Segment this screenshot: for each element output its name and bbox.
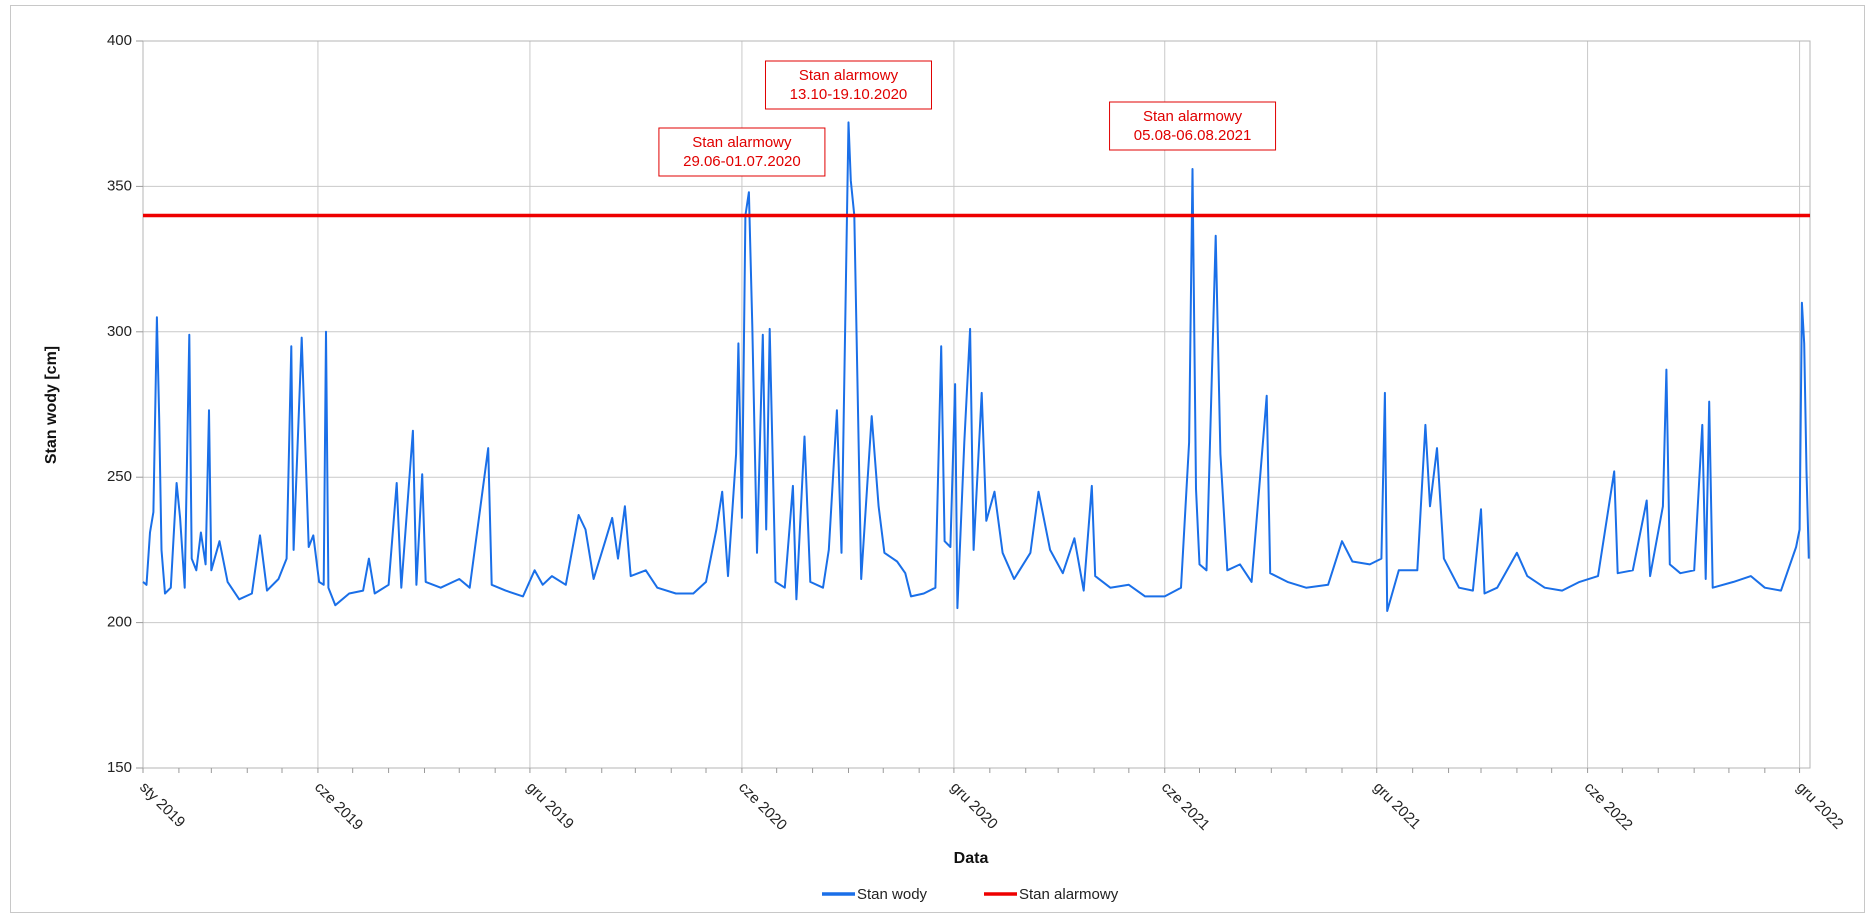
x-tick-label: gru 2020 bbox=[947, 779, 1001, 833]
y-tick-label: 350 bbox=[107, 177, 132, 194]
annotation-dates: 13.10-19.10.2020 bbox=[790, 86, 908, 103]
x-axis-ticks: sty 2019 cze 2019 gru 2019 cze 2020 gru 2020… bbox=[136, 768, 1846, 834]
x-tick-label: gru 2019 bbox=[523, 779, 577, 833]
y-tick-label: 300 bbox=[107, 323, 132, 340]
y-axis-ticks: 150 200 250 300 350 400 bbox=[107, 32, 143, 776]
x-tick-label: cze 2021 bbox=[1158, 779, 1213, 834]
x-tick-label: gru 2022 bbox=[1793, 779, 1847, 833]
x-tick-label: gru 2021 bbox=[1370, 779, 1424, 833]
plot-area-border bbox=[143, 41, 1810, 768]
legend-label: Stan alarmowy bbox=[1019, 886, 1119, 903]
legend: Stan wody Stan alarmowy bbox=[822, 886, 1119, 903]
annotation-dates: 05.08-06.08.2021 bbox=[1134, 127, 1252, 144]
annotation-title: Stan alarmowy bbox=[1143, 108, 1243, 125]
series-line-stan-wody bbox=[143, 122, 1809, 611]
y-axis-title: Stan wody [cm] bbox=[43, 346, 60, 464]
y-tick-label: 200 bbox=[107, 614, 132, 631]
annotation-dates: 29.06-01.07.2020 bbox=[683, 153, 801, 170]
series-lines bbox=[143, 122, 1810, 611]
y-tick-label: 250 bbox=[107, 468, 132, 485]
legend-label: Stan wody bbox=[857, 886, 928, 903]
y-tick-label: 150 bbox=[107, 759, 132, 776]
grid-lines bbox=[143, 41, 1810, 768]
y-tick-label: 400 bbox=[107, 32, 132, 49]
x-tick-label: sty 2019 bbox=[136, 779, 188, 831]
annotation-title: Stan alarmowy bbox=[692, 134, 792, 151]
annotation-title: Stan alarmowy bbox=[799, 67, 899, 84]
annotations: Stan alarmowy 29.06-01.07.2020 Stan alarmo… bbox=[659, 61, 1276, 176]
x-tick-label: cze 2019 bbox=[311, 779, 366, 834]
x-axis-title: Data bbox=[954, 850, 989, 867]
x-tick-label: cze 2020 bbox=[735, 779, 790, 834]
x-tick-label: cze 2022 bbox=[1581, 779, 1636, 834]
